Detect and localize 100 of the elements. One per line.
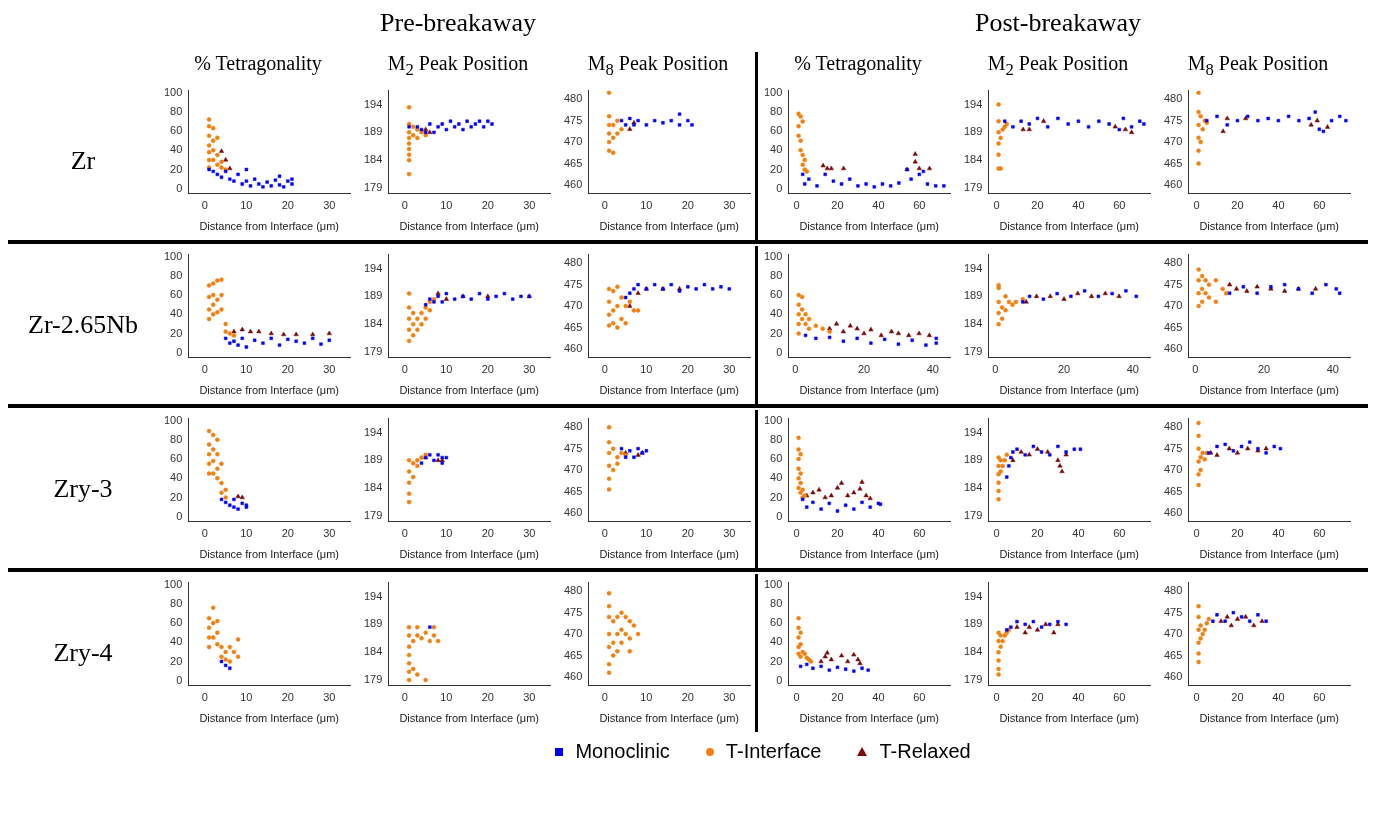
y-tick-label: 0 (776, 673, 783, 686)
x-axis-title: Distance from Interface (μm) (999, 384, 1139, 397)
x-tick-label: 10 (240, 199, 253, 212)
x-tick-label: 0 (1193, 691, 1200, 704)
x-axis-title: Distance from Interface (μm) (999, 220, 1139, 233)
x-tick-label: 0 (601, 527, 608, 540)
y-tick-label: 40 (770, 471, 783, 484)
x-tick-label: 0 (601, 199, 608, 212)
chart-title: % Tetragonality (794, 52, 922, 77)
y-tick-label: 470 (563, 627, 583, 640)
y-tick-label: 460 (563, 506, 583, 519)
y-tick-label: 0 (776, 509, 783, 522)
x-axis-title: Distance from Interface (μm) (399, 548, 539, 561)
x-tick-label: 20 (281, 527, 294, 540)
x-tick-label: 0 (793, 527, 800, 540)
y-tick-label: 460 (1163, 178, 1183, 191)
x-axis-title: Distance from Interface (μm) (199, 712, 339, 725)
y-tick-label: 184 (963, 645, 983, 658)
x-axis-title: Distance from Interface (μm) (599, 384, 739, 397)
x-tick-label: 60 (1313, 691, 1326, 704)
x-tick-label: 60 (1113, 527, 1126, 540)
x-tick-label: 0 (793, 199, 800, 212)
x-tick-label: 30 (723, 691, 736, 704)
y-tick-label: 20 (170, 490, 183, 503)
y-tick-label: 465 (1163, 156, 1183, 169)
y-tick-label: 194 (963, 589, 983, 602)
y-tick-label: 470 (563, 463, 583, 476)
y-tick-label: 179 (963, 181, 983, 194)
x-axis-title: Distance from Interface (μm) (1199, 384, 1339, 397)
x-tick-label: 0 (993, 691, 1000, 704)
y-tick-label: 80 (770, 432, 783, 445)
x-tick-label: 0 (601, 363, 608, 376)
x-tick-label: 20 (281, 691, 294, 704)
x-tick-label: 0 (992, 363, 999, 376)
x-axis-title: Distance from Interface (μm) (399, 712, 539, 725)
x-axis-title: Distance from Interface (μm) (399, 384, 539, 397)
x-tick-label: 10 (440, 691, 453, 704)
x-tick-label: 10 (440, 363, 453, 376)
y-tick-label: 470 (1163, 463, 1183, 476)
y-tick-label: 475 (1163, 113, 1183, 126)
x-tick-label: 30 (723, 527, 736, 540)
x-tick-label: 20 (481, 363, 494, 376)
y-tick-label: 465 (563, 648, 583, 661)
y-tick-label: 480 (1163, 584, 1183, 597)
y-tick-label: 189 (363, 453, 383, 466)
x-tick-label: 20 (281, 199, 294, 212)
y-tick-label: 189 (363, 617, 383, 630)
y-tick-label: 194 (363, 589, 383, 602)
x-tick-label: 40 (1126, 363, 1139, 376)
y-tick-label: 184 (363, 153, 383, 166)
y-tick-label: 80 (770, 596, 783, 609)
x-tick-label: 30 (723, 199, 736, 212)
y-tick-label: 465 (1163, 648, 1183, 661)
y-tick-label: 60 (770, 452, 783, 465)
x-tick-label: 10 (440, 527, 453, 540)
x-tick-label: 0 (792, 363, 799, 376)
x-axis-title: Distance from Interface (μm) (599, 220, 739, 233)
y-tick-label: 0 (176, 181, 183, 194)
y-tick-label: 475 (563, 277, 583, 290)
x-tick-label: 30 (323, 363, 336, 376)
x-tick-label: 10 (640, 363, 653, 376)
y-tick-label: 40 (770, 307, 783, 320)
x-tick-label: 20 (1057, 363, 1071, 376)
y-tick-label: 100 (763, 577, 783, 590)
y-tick-label: 480 (563, 420, 583, 433)
x-axis-title: Distance from Interface (μm) (1199, 548, 1339, 561)
y-tick-label: 40 (770, 635, 783, 648)
y-tick-label: 194 (363, 425, 383, 438)
x-tick-label: 0 (1193, 527, 1200, 540)
y-tick-label: 189 (963, 453, 983, 466)
y-tick-label: 475 (1163, 441, 1183, 454)
x-axis-title: Distance from Interface (μm) (799, 548, 939, 561)
y-tick-label: 60 (170, 616, 183, 629)
y-tick-label: 80 (770, 268, 783, 281)
y-tick-label: 184 (363, 481, 383, 494)
y-tick-label: 470 (1163, 627, 1183, 640)
y-tick-label: 40 (170, 307, 183, 320)
chart-title: % Tetragonality (194, 52, 322, 77)
x-tick-label: 0 (401, 691, 408, 704)
x-tick-label: 20 (681, 199, 694, 212)
y-tick-label: 184 (963, 317, 983, 330)
x-tick-label: 20 (481, 527, 494, 540)
y-tick-label: 80 (170, 596, 183, 609)
y-tick-label: 20 (770, 490, 783, 503)
x-tick-label: 20 (481, 199, 494, 212)
x-tick-label: 60 (913, 691, 926, 704)
x-tick-label: 20 (1257, 363, 1271, 376)
y-tick-label: 100 (163, 577, 183, 590)
y-tick-label: 179 (963, 509, 983, 522)
x-tick-label: 20 (831, 527, 844, 540)
y-tick-label: 475 (563, 113, 583, 126)
y-tick-label: 0 (776, 181, 783, 194)
y-tick-label: 40 (770, 143, 783, 156)
x-axis-title: Distance from Interface (μm) (999, 712, 1139, 725)
x-tick-label: 10 (240, 691, 253, 704)
x-axis-title: Distance from Interface (μm) (199, 220, 339, 233)
x-tick-label: 30 (323, 199, 336, 212)
x-axis-title: Distance from Interface (μm) (399, 220, 539, 233)
x-tick-label: 20 (1031, 199, 1044, 212)
x-tick-label: 0 (793, 691, 800, 704)
